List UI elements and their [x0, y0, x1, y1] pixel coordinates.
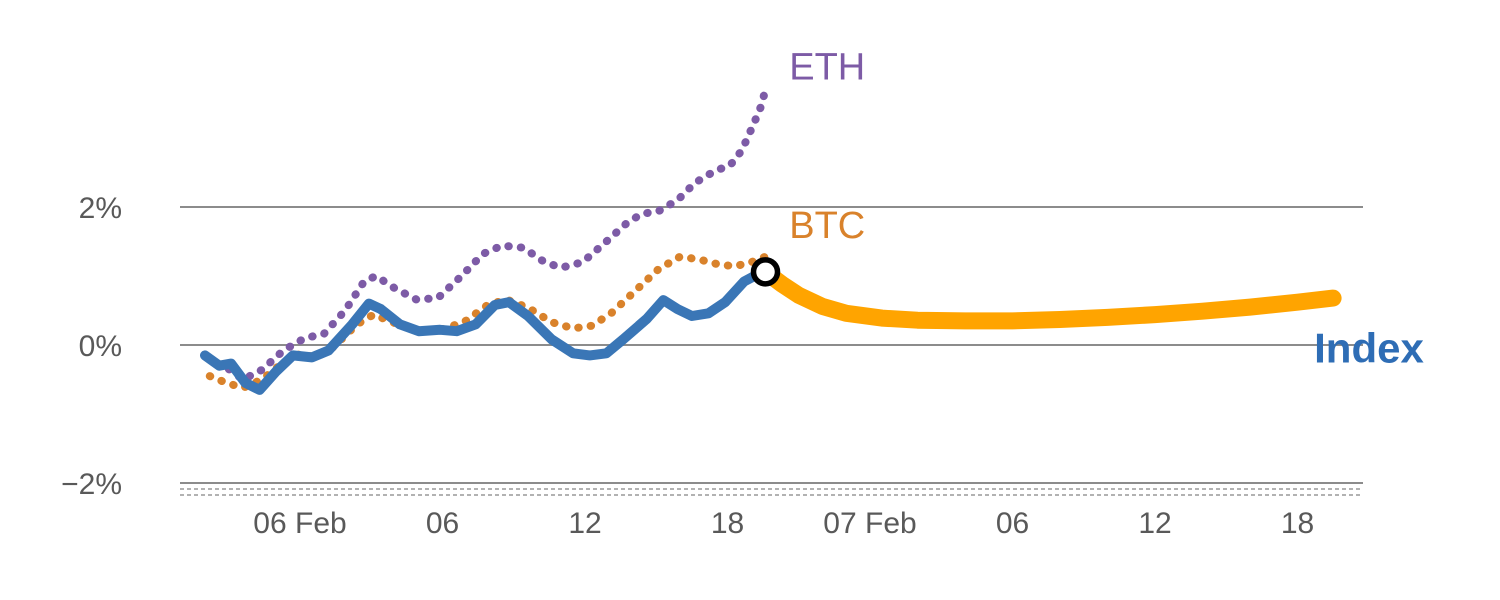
x-tick-label: 07 Feb — [823, 507, 916, 540]
y-tick-label: −2% — [61, 468, 122, 501]
series-btc — [205, 252, 770, 392]
x-tick-label: 18 — [711, 507, 744, 540]
series-label-index: Index — [1314, 324, 1424, 371]
x-tick-label: 12 — [568, 507, 601, 540]
series-index-forecast — [757, 263, 1342, 330]
series-label-btc: BTC — [789, 205, 865, 247]
x-tick-label: 12 — [1138, 507, 1171, 540]
series-eth — [224, 85, 770, 384]
y-tick-label: 0% — [79, 330, 122, 363]
forecast-start-marker — [750, 257, 781, 287]
series-label-eth: ETH — [789, 46, 865, 88]
series-index — [200, 266, 771, 395]
y-tick-label: 2% — [79, 192, 122, 225]
x-tick-label: 18 — [1281, 507, 1314, 540]
x-tick-label: 06 — [426, 507, 459, 540]
x-tick-label: 06 — [996, 507, 1029, 540]
x-tick-label: 06 Feb — [253, 507, 346, 540]
